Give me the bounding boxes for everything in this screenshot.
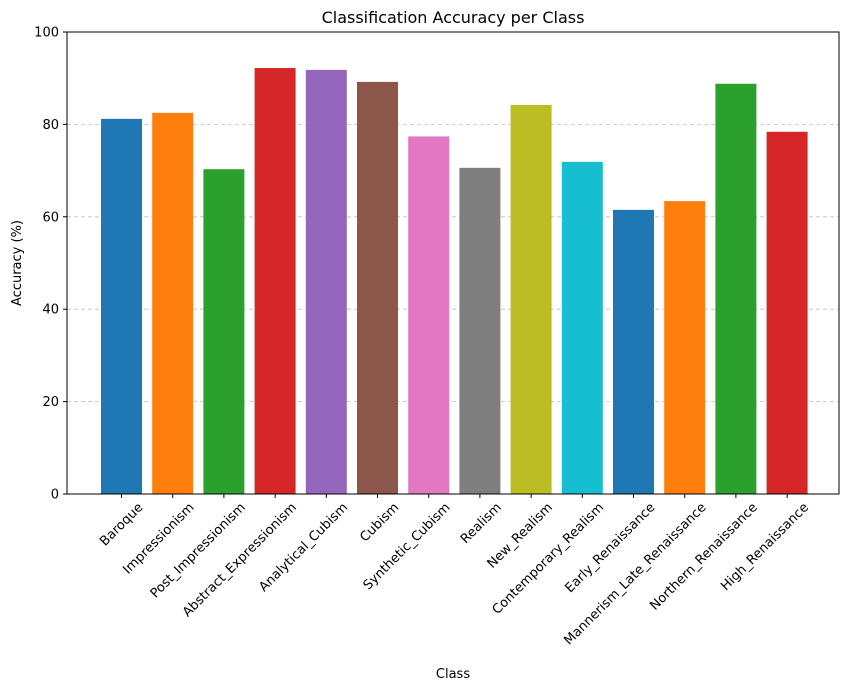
y-tick-label: 100	[34, 26, 59, 41]
bar-synthetic-cubism	[408, 136, 450, 495]
bar-northern-renaissance	[715, 83, 757, 494]
y-tick-label: 20	[42, 395, 59, 410]
bar-post-impressionism	[203, 169, 245, 495]
y-axis-ticks: 0 20 40 60 80 100	[34, 26, 67, 503]
bars	[101, 68, 808, 495]
y-tick-label: 0	[51, 488, 59, 503]
bar-cubism	[357, 81, 398, 495]
bar-high-renaissance	[766, 131, 808, 495]
bar-abstract-expressionism	[254, 68, 296, 494]
bar-contemporary-realism	[561, 161, 603, 494]
y-axis-label: Accuracy (%)	[10, 220, 25, 306]
bar-analytical-cubism	[305, 69, 347, 494]
bar-baroque	[101, 118, 142, 494]
chart-title: Classification Accuracy per Class	[322, 8, 585, 27]
x-axis-label: Class	[436, 667, 470, 682]
bar-impressionism	[152, 112, 194, 494]
plot-area-frame	[66, 31, 840, 495]
bar-mannerism-late-renaissance	[664, 201, 706, 495]
bar-new-realism	[510, 104, 552, 494]
y-tick-label: 40	[42, 303, 59, 318]
y-tick-label: 80	[42, 118, 59, 133]
grid-lines	[67, 124, 839, 403]
bar-early-renaissance	[613, 209, 654, 494]
y-tick-label: 60	[42, 210, 59, 225]
bar-realism	[459, 167, 501, 494]
